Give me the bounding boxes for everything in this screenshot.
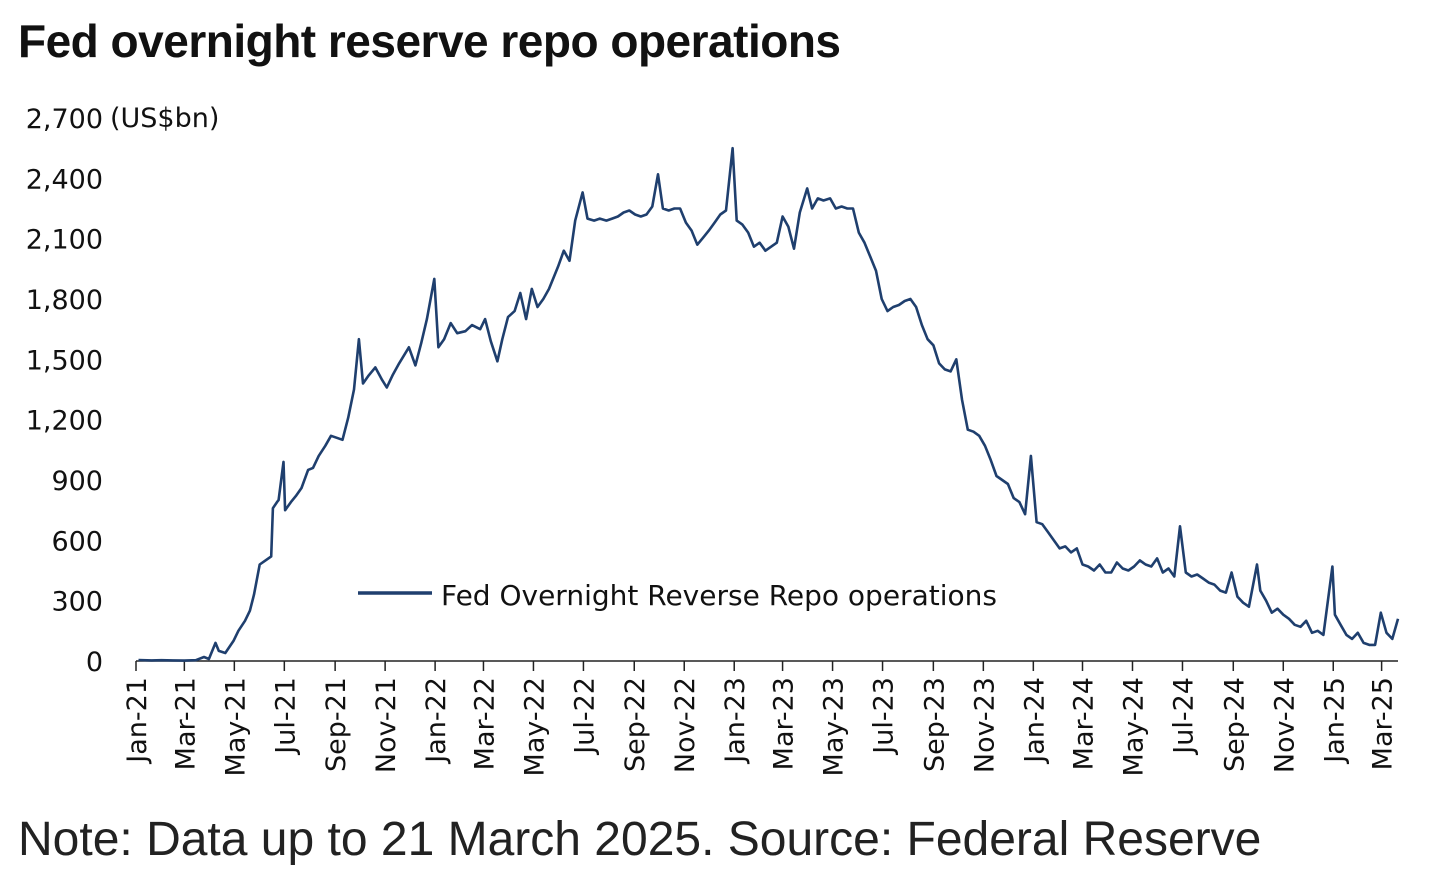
x-axis: Jan-21 Mar-21 May-21 Jul-21 Sep-21 Nov-21 Jan-… [122, 660, 1399, 776]
y-tick-label: 300 [51, 587, 103, 618]
series-group [138, 146, 1400, 662]
y-tick-label: 2,700 [26, 104, 103, 135]
x-tick-label: Mar-22 [469, 677, 500, 770]
x-tick-label: Nov-21 [371, 677, 402, 773]
x-tick-label: Mar-21 [170, 677, 201, 770]
x-tick-label: Jul-22 [569, 677, 600, 756]
x-tick-label: Nov-22 [670, 677, 701, 773]
y-axis-unit-label: (US$bn) [110, 103, 219, 134]
y-tick-label: 1,800 [26, 285, 103, 316]
y-tick-label: 2,100 [26, 225, 103, 256]
x-tick-label: Mar-25 [1368, 677, 1399, 770]
x-tick-label: Sep-23 [919, 677, 950, 772]
y-tick-label: 1,500 [26, 345, 103, 376]
x-tick-label: Nov-23 [969, 677, 1000, 773]
y-tick-label: 1,200 [26, 406, 103, 437]
x-tick-label: Jan-24 [1019, 677, 1050, 765]
x-tick-label: Jan-21 [122, 677, 153, 765]
x-tick-label: Nov-24 [1269, 677, 1300, 773]
x-tick-label: Jul-21 [270, 677, 301, 756]
x-tick-label: Mar-24 [1069, 677, 1100, 770]
legend: Fed Overnight Reverse Repo operations [358, 579, 997, 612]
x-tick-label: Jan-23 [720, 677, 751, 765]
y-tick-label: 600 [51, 526, 103, 557]
x-tick-label: Sep-24 [1219, 677, 1250, 772]
y-tick-label: 900 [51, 466, 103, 497]
y-tick-label: 2,400 [26, 164, 103, 195]
chart-title: Fed overnight reserve repo operations [18, 15, 841, 67]
x-tick-label: Sep-21 [321, 677, 352, 772]
x-tick-label: Jul-24 [1168, 677, 1199, 756]
x-tick-label: May-22 [519, 677, 550, 776]
y-tick-label: 0 [86, 647, 103, 678]
x-tick-label: Jan-22 [421, 677, 452, 765]
x-tick-label: May-24 [1118, 677, 1149, 776]
legend-label: Fed Overnight Reverse Repo operations [441, 579, 997, 612]
x-tick-label: Mar-23 [769, 677, 800, 770]
x-tick-label: May-23 [819, 677, 850, 776]
x-tick-label: Jan-25 [1319, 677, 1350, 765]
x-tick-label: Sep-22 [620, 677, 651, 772]
line-chart: (US$bn) 0 300 600 900 1,200 1,500 1,800 2,100 2,… [26, 103, 1400, 776]
x-tick-label: Jul-23 [869, 677, 900, 756]
series-line-0 [138, 146, 1400, 662]
x-tick-label: May-21 [220, 677, 251, 776]
y-axis: 0 300 600 900 1,200 1,500 1,800 2,100 2,400 2,700 [26, 104, 103, 678]
source-note: Note: Data up to 21 March 2025. Source: … [18, 813, 1262, 866]
